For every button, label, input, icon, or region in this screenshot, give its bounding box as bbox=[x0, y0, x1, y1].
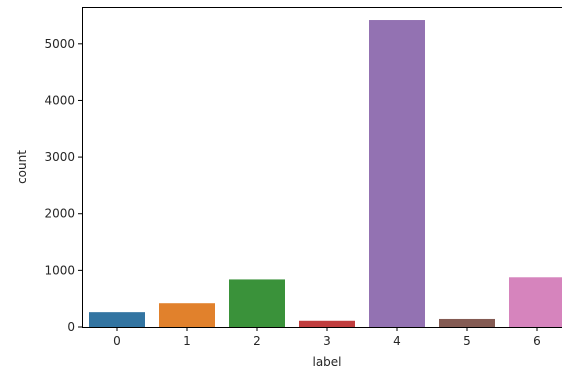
bar-4 bbox=[369, 20, 425, 327]
x-tick-label-0: 0 bbox=[113, 334, 121, 348]
y-tick-label-2000: 2000 bbox=[44, 207, 75, 221]
y-tick-label-0: 0 bbox=[67, 320, 75, 334]
x-tick-label-1: 1 bbox=[183, 334, 191, 348]
x-tick-label-5: 5 bbox=[463, 334, 471, 348]
bar-1 bbox=[159, 303, 215, 327]
y-tick-label-1000: 1000 bbox=[44, 263, 75, 277]
x-tick-label-6: 6 bbox=[533, 334, 541, 348]
x-axis-label: label bbox=[312, 355, 341, 369]
y-tick-label-4000: 4000 bbox=[44, 93, 75, 107]
bar-3 bbox=[299, 320, 355, 327]
bar-0 bbox=[89, 312, 145, 327]
y-tick-label-5000: 5000 bbox=[44, 37, 75, 51]
y-axis: 0 1000 2000 3000 4000 5000 bbox=[44, 37, 82, 334]
bars-group bbox=[89, 20, 562, 327]
x-tick-label-2: 2 bbox=[253, 334, 261, 348]
x-tick-label-4: 4 bbox=[393, 334, 401, 348]
bar-6 bbox=[509, 277, 562, 327]
x-axis: 0 1 2 3 4 5 6 bbox=[113, 327, 541, 348]
bar-5 bbox=[439, 318, 495, 327]
axes-frame bbox=[82, 7, 562, 328]
y-tick-label-3000: 3000 bbox=[44, 150, 75, 164]
y-axis-label: count bbox=[15, 150, 29, 184]
x-tick-label-3: 3 bbox=[323, 334, 331, 348]
bar-2 bbox=[229, 279, 285, 327]
